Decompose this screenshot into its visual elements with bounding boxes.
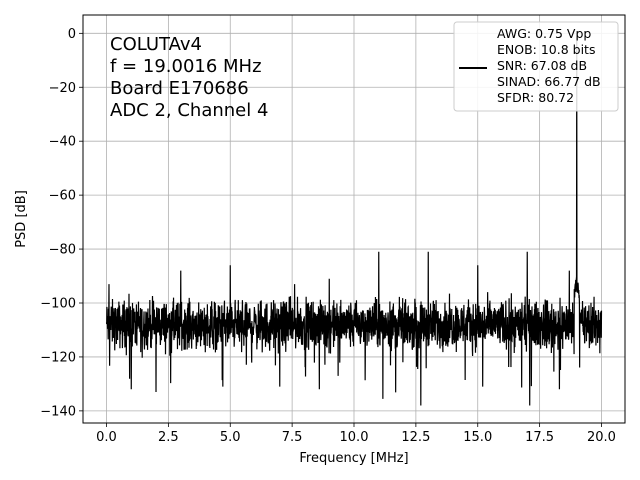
series-group [105,33,603,406]
annotation-block: COLUTAv4 f = 19.0016 MHz Board E170686 A… [110,34,268,121]
legend: AWG: 0.75 Vpp ENOB: 10.8 bits SNR: 67.08… [453,21,619,112]
y-tick-label: −40 [49,135,76,150]
x-tick-label: 12.5 [401,430,430,445]
x-axis-ticks: 0.0 2.5 5.0 7.5 10.0 12.5 15.0 17.5 20.0 [96,423,616,445]
y-tick-label: −60 [49,189,76,204]
y-tick-label: −80 [49,243,76,258]
annotation-line-4: ADC 2, Channel 4 [110,100,268,121]
y-tick-label: 0 [68,27,76,42]
x-tick-label: 17.5 [525,430,554,445]
y-tick-label: −140 [40,404,76,419]
legend-line-2: ENOB: 10.8 bits [497,42,595,57]
legend-line-4: SINAD: 66.77 dB [497,74,601,89]
x-tick-label: 5.0 [220,430,241,445]
legend-line-3: SNR: 67.08 dB [497,58,587,73]
x-tick-label: 7.5 [282,430,303,445]
psd-line [105,33,603,406]
x-tick-label: 10.0 [340,430,369,445]
annotation-line-3: Board E170686 [110,78,249,99]
y-tick-label: −120 [40,350,76,365]
legend-line-5: SFDR: 80.72 [497,90,574,105]
annotation-line-1: COLUTAv4 [110,34,202,55]
legend-line-1: AWG: 0.75 Vpp [497,26,591,41]
x-tick-label: 0.0 [96,430,117,445]
x-tick-label: 2.5 [158,430,179,445]
y-axis-ticks: 0 −20 −40 −60 −80 −100 −120 −140 [40,27,83,419]
legend-box [453,21,619,112]
annotation-line-2: f = 19.0016 MHz [110,56,262,77]
x-axis-label: Frequency [MHz] [299,451,408,466]
x-tick-label: 15.0 [463,430,492,445]
x-tick-label: 20.0 [587,430,616,445]
grid [83,15,625,423]
y-tick-label: −100 [40,297,76,312]
y-tick-label: −20 [49,81,76,96]
y-axis-label: PSD [dB] [14,190,29,248]
